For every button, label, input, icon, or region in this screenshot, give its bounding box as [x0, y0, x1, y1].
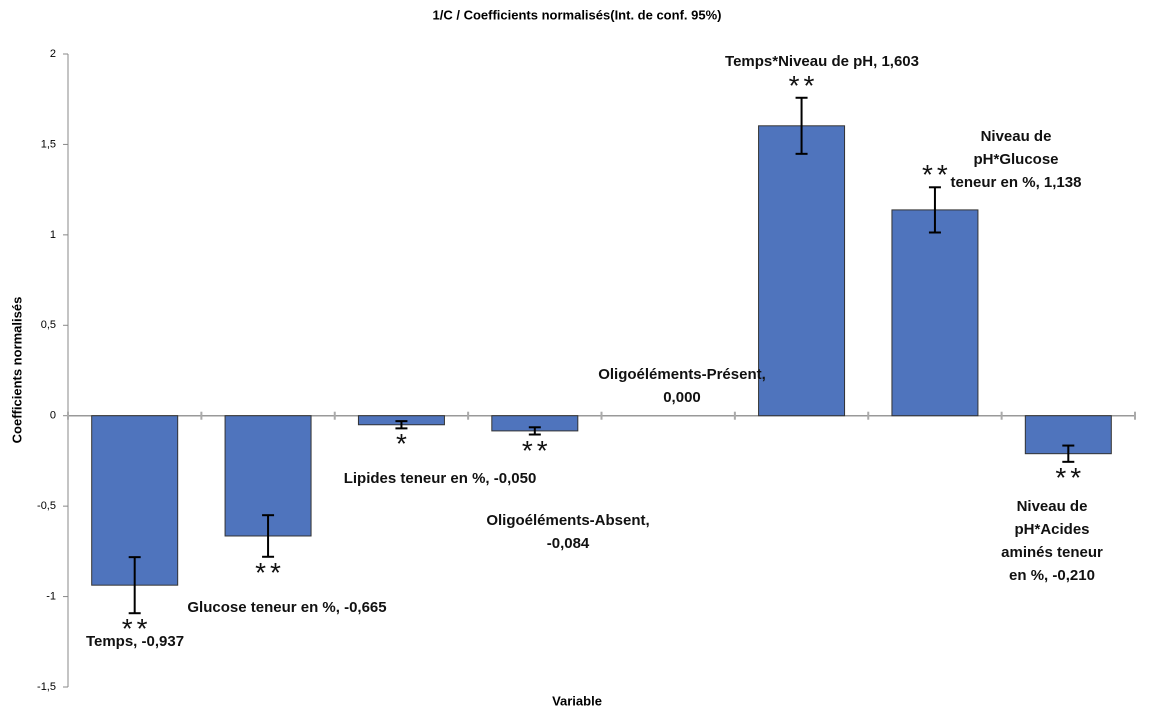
significance-mark: ** — [255, 556, 285, 588]
significance-mark: ** — [1055, 461, 1086, 493]
significance-mark: * — [395, 428, 411, 460]
y-tick-label: -1 — [46, 590, 56, 602]
x-axis-label: Variable — [552, 693, 602, 708]
data-label: Niveau de pH*Glucose teneur en %, 1,138 — [950, 128, 1082, 191]
bar — [758, 125, 846, 417]
data-label: Niveau de pH*Acides aminés teneur en %, … — [1001, 498, 1103, 584]
data-label: Temps, -0,937 — [85, 633, 185, 650]
data-label: Glucose teneur en %, -0,665 — [187, 599, 387, 616]
y-axis-label: Coefficients normalisés — [9, 297, 24, 444]
data-label: Temps*Niveau de pH, 1,603 — [725, 53, 919, 70]
significance-mark: ** — [922, 159, 952, 191]
y-tick-label: 1,5 — [41, 138, 56, 150]
y-tick-label: 2 — [50, 48, 56, 60]
bar — [891, 209, 979, 417]
y-tick-label: 0,5 — [41, 319, 56, 331]
y-tick-label: 0 — [50, 410, 56, 422]
significance-mark: ** — [121, 613, 152, 645]
y-tick-label: -1,5 — [37, 681, 56, 693]
significance-mark: ** — [788, 69, 819, 101]
y-tick-label: -0,5 — [37, 500, 56, 512]
data-label: Oligoéléments-Absent, -0,084 — [486, 512, 650, 552]
data-label: Lipides teneur en %, -0,050 — [343, 470, 537, 487]
y-tick-label: 1 — [50, 229, 56, 241]
data-label: Oligoéléments-Présent, 0,000 — [598, 366, 766, 406]
chart-title: 1/C / Coefficients normalisés(Int. de co… — [433, 7, 722, 22]
significance-mark: ** — [521, 434, 552, 466]
